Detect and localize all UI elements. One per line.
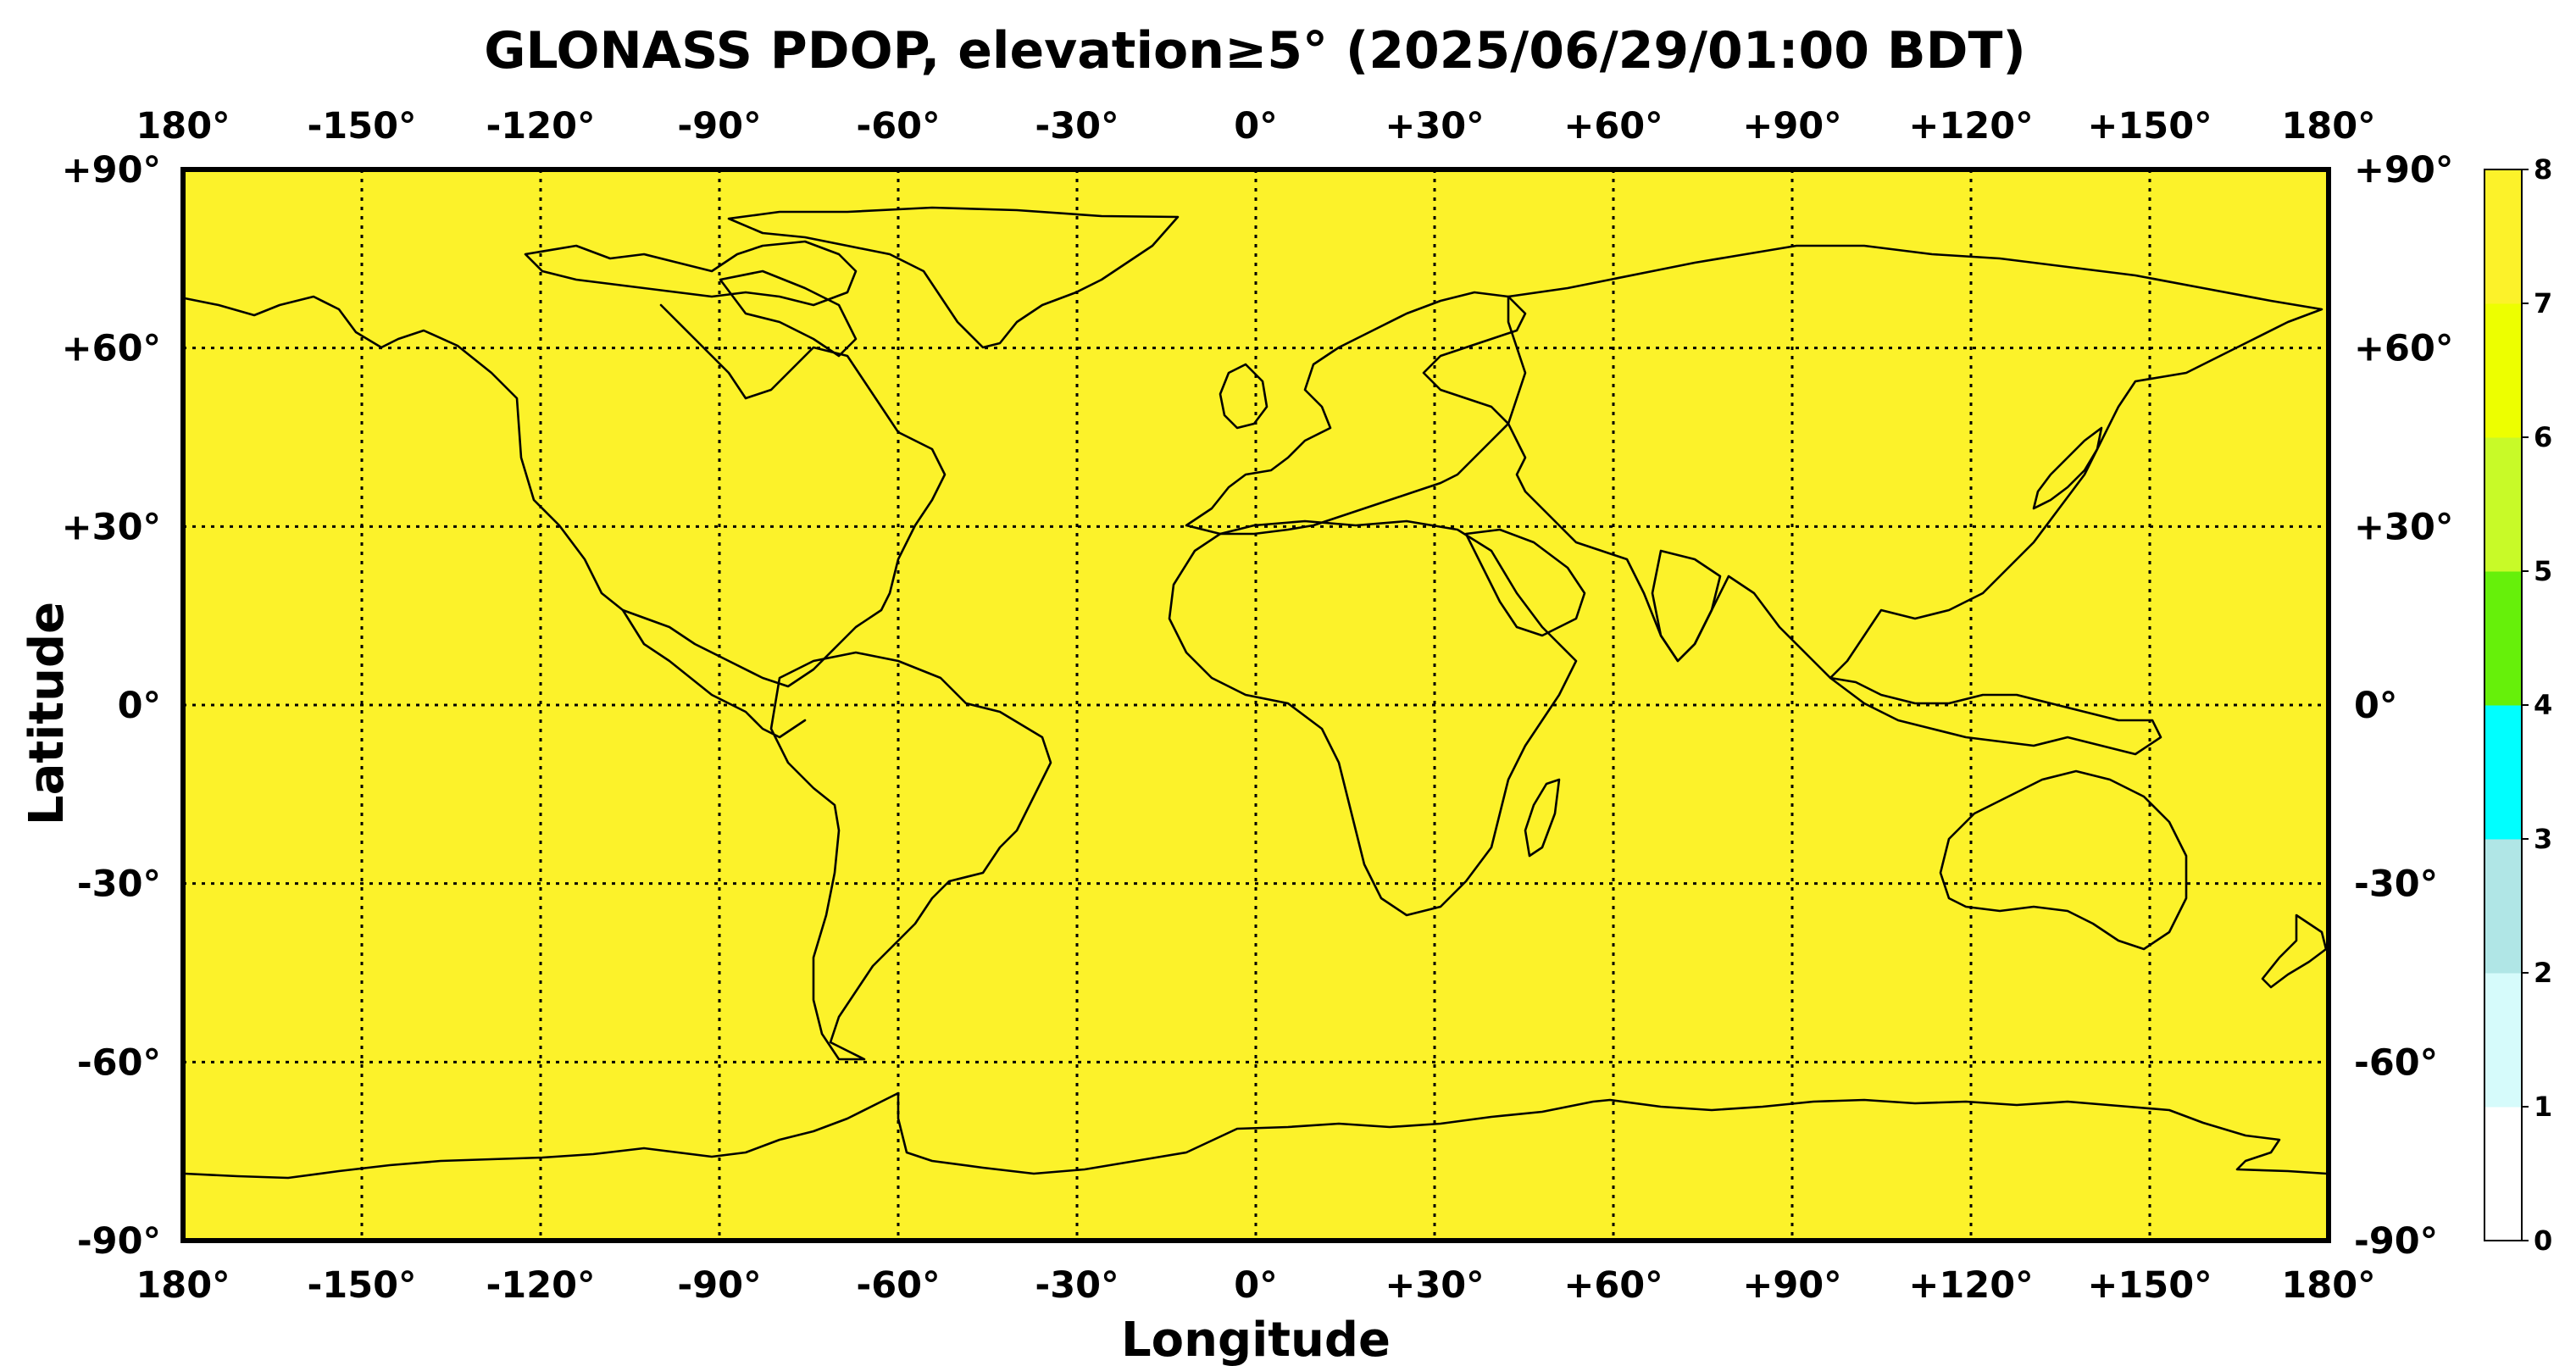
lat-tick-label-right: +30° <box>2354 506 2453 548</box>
map-area <box>180 167 2331 1243</box>
lon-tick-label-bottom: 180° <box>2281 1264 2375 1307</box>
lon-tick-label-top: +90° <box>1742 105 1841 147</box>
colorbar-segment <box>2484 437 2522 572</box>
lat-ticks-left: +90° +60° +30° 0° -30° -60° -90° <box>62 149 161 1263</box>
map-frame <box>180 167 2331 1243</box>
lat-tick-label-right: -30° <box>2354 863 2438 906</box>
coast-india <box>1651 549 1722 663</box>
lon-tick-label-top: +120° <box>1908 105 2033 147</box>
coast-north-america <box>183 295 947 688</box>
colorbar-tick-label: 5 <box>2534 555 2552 587</box>
coast-arctic-islands <box>524 240 858 307</box>
coast-south-america <box>769 651 1052 1061</box>
coast-new-zealand <box>2261 913 2328 989</box>
lon-tick-label-top: -60° <box>856 105 940 147</box>
lon-tick-label-bottom: -120° <box>486 1264 595 1307</box>
lon-tick-label-top: 180° <box>2281 105 2375 147</box>
coast-madagascar <box>1524 778 1561 858</box>
lon-ticks-top: 180° -150° -120° -90° -60° -30° 0° +30° +60° +90°… <box>136 105 2375 147</box>
coast-maritime-se-asia <box>1829 676 2162 756</box>
lon-tick-label-top: 0° <box>1234 105 1277 147</box>
lat-tick-label-right: +90° <box>2354 149 2453 192</box>
coast-arabia <box>1464 528 1586 637</box>
lon-tick-label-bottom: 0° <box>1234 1264 1277 1307</box>
lon-tick-label-top: 180° <box>136 105 230 147</box>
lon-tick-label-bottom: +120° <box>1908 1264 2033 1307</box>
lon-tick-label-top: -150° <box>307 105 416 147</box>
colorbar-segment <box>2484 303 2522 438</box>
lat-tick-label-left: -90° <box>77 1220 161 1263</box>
colorbar-tick-label: 7 <box>2534 287 2552 319</box>
lon-tick-label-bottom: -30° <box>1035 1264 1119 1307</box>
lon-tick-label-bottom: 180° <box>136 1264 230 1307</box>
coast-antarctica <box>183 1091 2329 1180</box>
lon-tick-label-top: +150° <box>2087 105 2212 147</box>
x-axis-label: Longitude <box>1121 1313 1391 1366</box>
lon-tick-label-bottom: -90° <box>677 1264 761 1307</box>
lon-tick-label-bottom: +150° <box>2087 1264 2212 1307</box>
lon-ticks-bottom: 180° -150° -120° -90° -60° -30° 0° +30° +60° +90°… <box>136 1264 2375 1307</box>
colorbar-tick-label: 0 <box>2534 1224 2552 1257</box>
colorbar-tick-label: 2 <box>2534 957 2552 989</box>
coast-british-isles <box>1219 363 1269 430</box>
colorbar-segment <box>2484 973 2522 1108</box>
coastlines <box>183 206 2329 1180</box>
lon-tick-label-bottom: +60° <box>1563 1264 1663 1307</box>
coast-africa <box>1168 519 1578 917</box>
lon-tick-label-top: -90° <box>677 105 761 147</box>
coast-japan <box>2032 426 2103 510</box>
lon-tick-label-top: +60° <box>1563 105 1663 147</box>
lat-tick-label-right: 0° <box>2354 685 2397 727</box>
lon-tick-label-bottom: +90° <box>1742 1264 1841 1307</box>
coast-asia <box>1507 244 2323 680</box>
lat-tick-label-right: -90° <box>2354 1220 2438 1263</box>
lon-tick-label-bottom: +30° <box>1385 1264 1484 1307</box>
lon-tick-label-bottom: -150° <box>307 1264 416 1307</box>
coast-greenland <box>727 206 1180 349</box>
lat-tick-label-right: +60° <box>2354 328 2453 370</box>
lat-tick-label-left: +90° <box>62 149 161 192</box>
colorbar-tick-label: 1 <box>2534 1091 2552 1123</box>
lat-tick-label-left: +60° <box>62 328 161 370</box>
colorbar-segment <box>2484 705 2522 840</box>
colorbar-segment <box>2484 1107 2522 1241</box>
coast-europe <box>1185 291 1527 536</box>
colorbar <box>2484 169 2523 1241</box>
lon-tick-label-top: -120° <box>486 105 595 147</box>
coast-australia <box>1939 769 2188 951</box>
y-axis-label: Latitude <box>19 602 75 825</box>
chart-title: GLONASS PDOP, elevation≥5° (2025/06/29/0… <box>484 21 2026 81</box>
lon-tick-label-top: +30° <box>1385 105 1484 147</box>
colorbar-tick-label: 4 <box>2534 689 2552 721</box>
lat-tick-label-left: -30° <box>77 863 161 906</box>
lat-tick-label-right: -60° <box>2354 1041 2438 1084</box>
lat-ticks-right: +90° +60° +30° 0° -30° -60° -90° <box>2354 149 2453 1263</box>
colorbar-tick-label: 8 <box>2534 153 2552 186</box>
colorbar-tick-label: 3 <box>2534 823 2552 855</box>
coast-central-america <box>621 608 807 739</box>
lat-tick-label-left: +30° <box>62 506 161 548</box>
lon-tick-label-top: -30° <box>1035 105 1119 147</box>
colorbar-tick-label: 6 <box>2534 421 2552 453</box>
lon-tick-label-bottom: -60° <box>856 1264 940 1307</box>
colorbar-segment <box>2484 839 2522 974</box>
colorbar-segment <box>2484 169 2522 304</box>
colorbar-segment <box>2484 571 2522 706</box>
graticule <box>183 169 2329 1241</box>
colorbar-ticks: 0 1 2 3 4 5 6 7 8 <box>2522 153 2552 1257</box>
lat-tick-label-left: -60° <box>77 1041 161 1084</box>
lat-tick-label-left: 0° <box>118 685 161 727</box>
